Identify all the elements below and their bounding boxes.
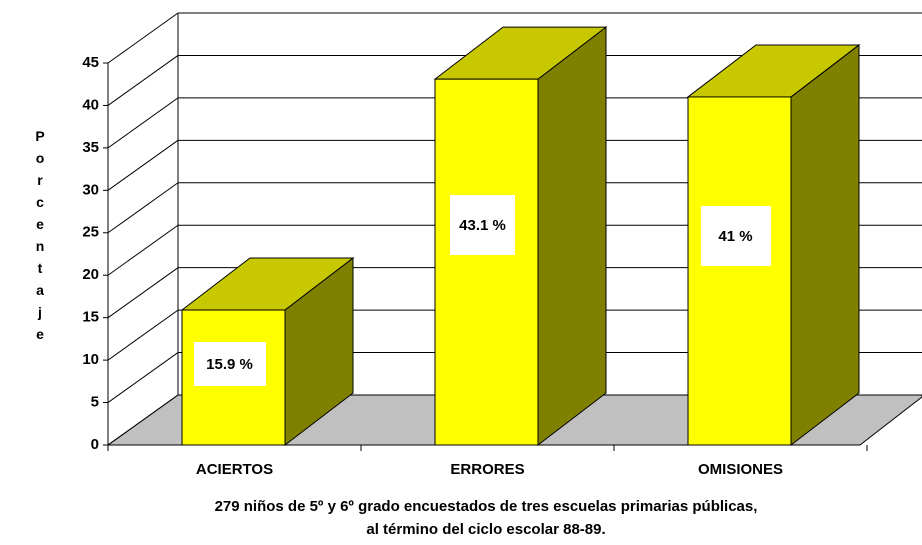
y-tick-label: 0	[91, 436, 99, 453]
x-tick-label: ERRORES	[450, 461, 524, 478]
value-label-box: 15.9 %	[193, 342, 266, 387]
grid-line	[107, 182, 179, 234]
grid-line	[107, 267, 179, 319]
value-label: 43.1 %	[450, 195, 515, 256]
value-label-box: 43.1 %	[450, 195, 515, 256]
y-tick-label: 15	[82, 309, 99, 326]
y-tick-label: 40	[82, 96, 99, 113]
y-tick-label: 10	[82, 351, 99, 368]
value-label: 15.9 %	[193, 342, 266, 387]
x-tick-label: OMISIONES	[698, 461, 783, 478]
y-tick-label: 35	[82, 139, 99, 156]
grid-line	[107, 224, 179, 276]
x-axis-label: al término del ciclo escolar 88-89.	[366, 521, 605, 538]
grid-line	[107, 55, 179, 106]
bar-side	[537, 26, 607, 447]
grid-line	[107, 394, 179, 446]
bar	[434, 78, 539, 446]
y-tick-label: 45	[82, 54, 99, 71]
bar-side	[790, 43, 860, 447]
y-tick-label: 25	[82, 224, 99, 241]
bar	[687, 96, 792, 446]
value-label-box: 41 %	[700, 206, 771, 267]
grid-line	[107, 139, 179, 191]
y-axis-label: Porcentaje	[32, 128, 48, 348]
value-label: 41 %	[700, 206, 771, 267]
x-tick-label: ACIERTOS	[196, 461, 273, 478]
y-tick-label: 20	[82, 266, 99, 283]
grid-line	[107, 12, 179, 64]
y-tick-label: 30	[82, 181, 99, 198]
grid-line	[107, 97, 179, 149]
grid-line	[107, 352, 179, 403]
x-axis-label: 279 niños de 5º y 6º grado encuestados d…	[215, 498, 758, 515]
y-tick-label: 5	[91, 394, 99, 411]
grid-line	[107, 309, 179, 361]
